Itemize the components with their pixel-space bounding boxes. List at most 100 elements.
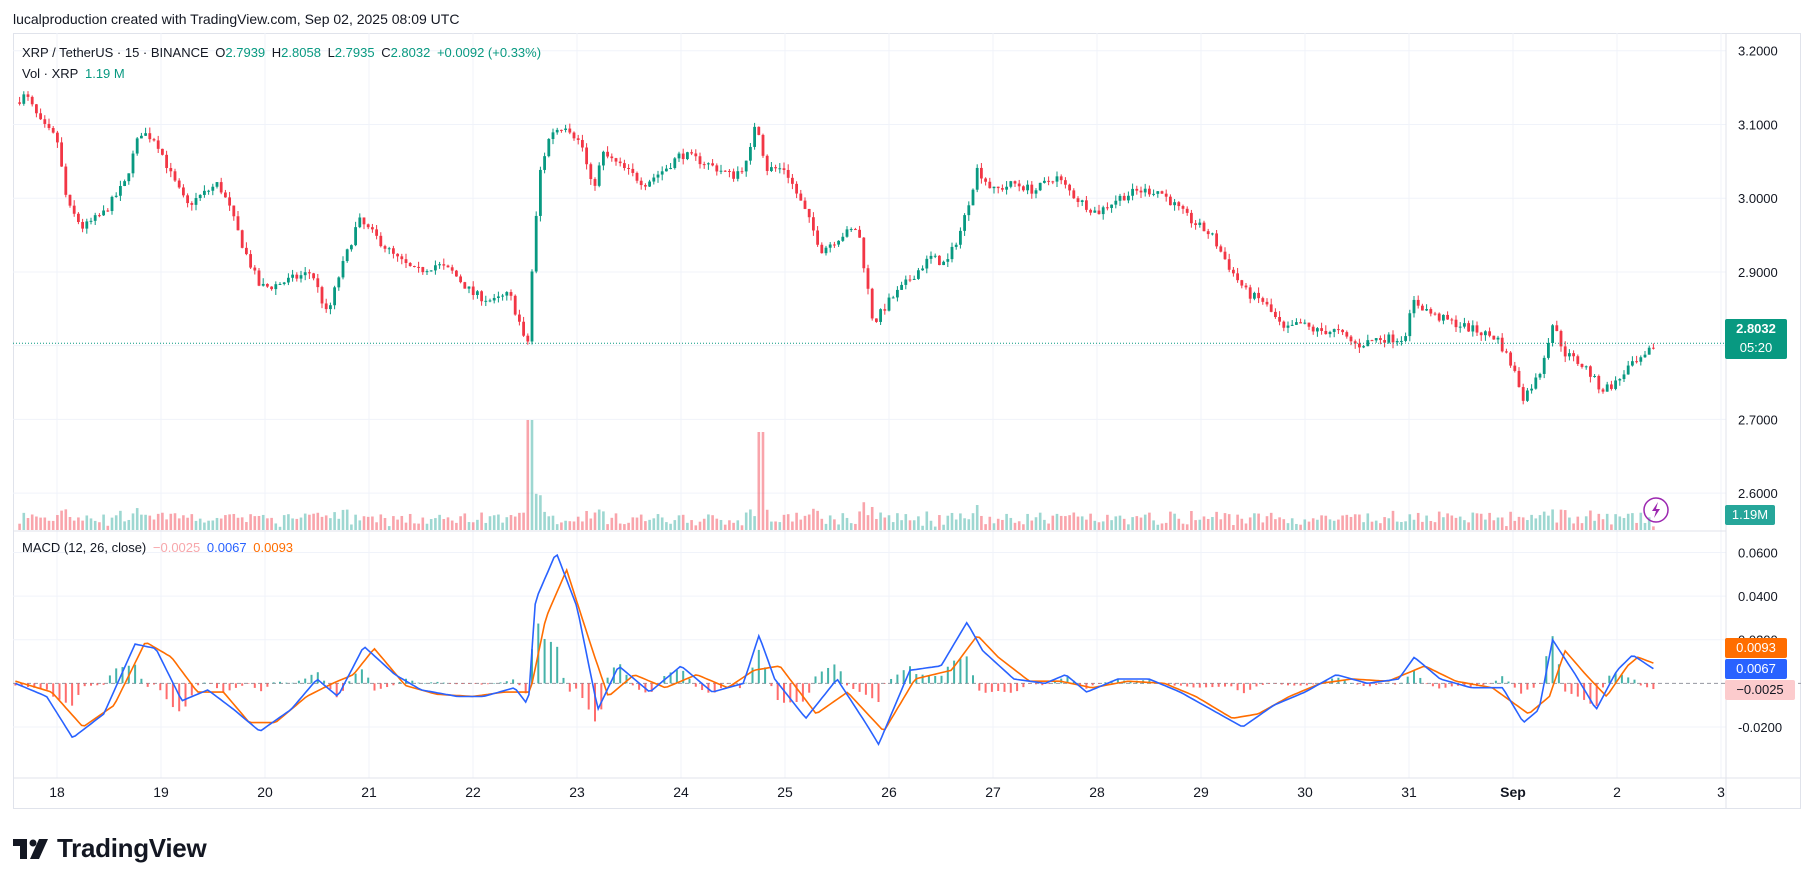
volume-bar — [686, 522, 689, 530]
volume-bar — [627, 522, 630, 530]
candle-body — [1080, 200, 1084, 202]
candle-body — [467, 286, 471, 289]
histogram-bar — [1312, 683, 1315, 685]
volume-bar — [1064, 516, 1067, 530]
candle-body — [1198, 222, 1202, 225]
histogram-bar — [764, 667, 767, 684]
histogram-bar — [45, 683, 48, 690]
volume-bar — [1500, 517, 1504, 530]
volume-bar — [1639, 512, 1643, 530]
candle-body — [1261, 298, 1265, 302]
histogram-bar — [480, 683, 483, 685]
candle-body — [1538, 373, 1542, 378]
volume-bar — [1022, 524, 1025, 530]
volume-bar — [266, 518, 269, 530]
volume-bar — [967, 519, 971, 530]
histogram-bar — [153, 683, 155, 685]
candle-body — [1274, 311, 1277, 317]
volume-bar — [660, 517, 664, 530]
histogram-bar — [77, 683, 80, 695]
candle-body — [39, 113, 42, 120]
volume-bar — [929, 520, 933, 530]
volume-bar — [1374, 520, 1378, 530]
volume-bar — [1307, 521, 1311, 530]
candle-body — [30, 96, 34, 105]
histogram-bar — [1406, 676, 1409, 684]
candle-body — [1185, 208, 1189, 213]
candle-body — [589, 164, 593, 180]
candle-body — [135, 138, 139, 154]
volume-bar — [152, 519, 156, 530]
volume-bar — [870, 506, 874, 530]
volume-bar — [803, 515, 807, 530]
candle-body — [967, 205, 971, 216]
candle-body — [463, 282, 467, 289]
candle-body — [816, 230, 819, 245]
candle-body — [904, 279, 908, 285]
candle-body — [274, 284, 278, 290]
volume-bar — [492, 515, 496, 530]
histogram-bar — [203, 682, 206, 684]
volume-bar — [1185, 524, 1189, 530]
price-tick-label: 3.1000 — [1738, 117, 1778, 132]
histogram-bar — [367, 677, 370, 684]
histogram-bar — [1217, 683, 1220, 687]
candle-body — [1110, 204, 1113, 208]
volume-bar — [534, 493, 538, 530]
volume-bar — [1122, 518, 1126, 530]
candle-body — [1517, 370, 1521, 388]
histogram-bar — [877, 683, 880, 703]
histogram-bar — [1608, 675, 1611, 684]
volume-bar — [1555, 522, 1559, 530]
candle-body — [547, 139, 551, 157]
volume-bar — [165, 519, 168, 530]
volume-bar — [875, 518, 878, 530]
macd-legend[interactable]: MACD (12, 26, close) −0.0025 0.0067 0.00… — [22, 540, 296, 555]
symbol-legend[interactable]: XRP / TetherUS · 15 · BINANCE O2.7939 H2… — [22, 45, 544, 60]
volume-bar — [770, 521, 773, 530]
candle-body — [677, 153, 681, 159]
histogram-bar — [449, 683, 452, 684]
volume-bar — [480, 512, 483, 530]
volume-bar — [728, 520, 731, 530]
candle-body — [610, 156, 614, 159]
volume-bar — [782, 514, 786, 530]
candle-body — [1463, 323, 1466, 327]
volume-bar — [169, 513, 173, 530]
candle-body — [1156, 191, 1160, 194]
candle-body — [450, 267, 454, 271]
volume-bar — [366, 516, 370, 530]
candle-body — [1038, 182, 1042, 191]
candle-body — [1001, 188, 1004, 190]
histogram-bar — [518, 683, 521, 686]
tradingview-logo[interactable]: TradingView — [13, 833, 207, 864]
volume-bars — [18, 420, 1655, 530]
volume-bar — [324, 515, 328, 530]
candle-body — [681, 153, 685, 160]
histogram-bar — [921, 674, 924, 684]
volume-bar — [887, 515, 891, 530]
histogram-bar — [1091, 683, 1094, 686]
candle-body — [1076, 198, 1080, 202]
histogram-bar — [1293, 683, 1296, 686]
volume-bar — [576, 516, 580, 530]
volume-bar — [379, 514, 383, 530]
candle-body — [1563, 346, 1567, 357]
histogram-bar — [1450, 683, 1453, 687]
volume-bar — [144, 514, 147, 530]
volume-bar — [732, 522, 735, 530]
volume-label: Vol · XRP — [22, 66, 79, 81]
volume-bar — [1253, 513, 1256, 530]
candle-body — [736, 171, 740, 179]
candle-body — [1534, 377, 1538, 389]
candle-body — [1421, 305, 1424, 311]
replay-icon[interactable] — [1643, 497, 1669, 523]
candle-body — [1589, 366, 1592, 377]
volume-bar — [1345, 514, 1349, 530]
histogram-bar — [726, 683, 729, 684]
volume-bar — [1366, 513, 1370, 530]
volume-legend[interactable]: Vol · XRP 1.19 M — [22, 66, 128, 81]
candle-body — [690, 152, 693, 154]
histogram-bar — [1211, 683, 1214, 688]
